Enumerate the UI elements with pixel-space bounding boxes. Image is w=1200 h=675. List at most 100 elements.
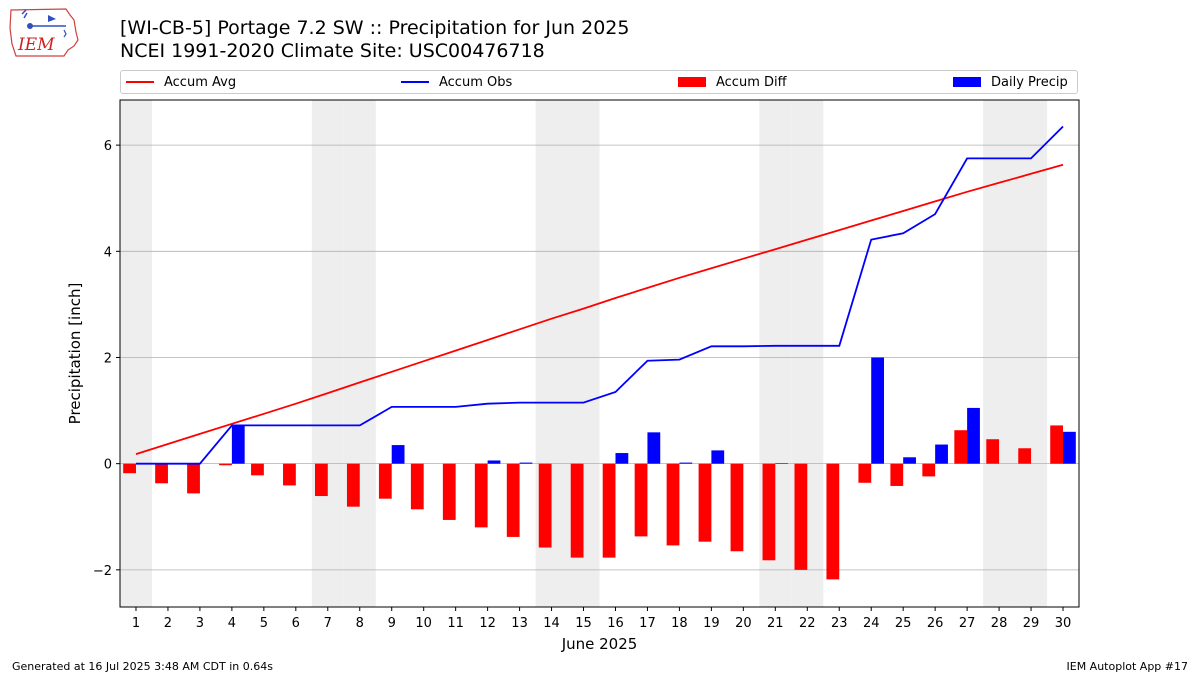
x-tick-label: 4 (228, 616, 236, 631)
bar-daily-precip (519, 462, 533, 464)
legend-item-daily-precip: Daily Precip (953, 71, 1068, 93)
x-tick-label: 7 (324, 616, 332, 631)
legend-item-accum-obs: Accum Obs (401, 71, 512, 93)
bar-daily-precip (615, 453, 629, 464)
y-tick-label: 6 (104, 139, 112, 154)
line-accum-avg (135, 163, 1064, 455)
y-axis-label: Precipitation [inch] (66, 283, 84, 425)
x-tick-label: 24 (863, 616, 880, 631)
y-tick-label: 2 (104, 351, 112, 366)
bar-accum-diff (634, 463, 648, 537)
logo-text: IEM (17, 35, 55, 55)
x-tick-label: 17 (639, 616, 656, 631)
bar-accum-diff (155, 463, 168, 484)
bar-daily-precip (231, 425, 245, 464)
bar-accum-diff (474, 463, 488, 528)
bar-accum-diff (506, 463, 520, 537)
x-tick-label: 10 (415, 616, 432, 631)
legend-item-accum-avg: Accum Avg (126, 71, 236, 93)
bar-daily-precip (391, 445, 405, 464)
bar-accum-diff (890, 463, 904, 486)
x-tick-label: 19 (703, 616, 720, 631)
line-accum-obs (136, 125, 1064, 465)
bar-accum-diff (698, 463, 712, 542)
x-tick-label: 16 (607, 616, 624, 631)
x-tick-label: 5 (260, 616, 268, 631)
x-tick-label: 11 (447, 616, 464, 631)
x-tick-label: 14 (543, 616, 560, 631)
bar-accum-diff (123, 463, 136, 474)
x-tick-label: 2 (164, 616, 172, 631)
x-tick-label: 15 (575, 616, 592, 631)
weekend-band (311, 100, 344, 607)
weekend-band (120, 100, 152, 607)
bar-accum-diff (666, 463, 680, 546)
generated-timestamp: Generated at 16 Jul 2025 3:48 AM CDT in … (12, 660, 273, 673)
bar-accum-diff (314, 463, 328, 497)
bar-accum-diff (346, 463, 360, 507)
x-tick-label: 25 (895, 616, 912, 631)
chart-title: [WI-CB-5] Portage 7.2 SW :: Precipitatio… (120, 17, 630, 39)
plot-frame (119, 99, 1080, 608)
x-tick-label: 28 (991, 616, 1008, 631)
x-tick-label: 26 (927, 616, 944, 631)
y-tick-label: −2 (93, 564, 112, 579)
x-tick-label: 6 (292, 616, 300, 631)
bar-daily-precip (967, 407, 980, 464)
y-tick-label: 0 (104, 458, 112, 473)
x-tick-label: 29 (1023, 616, 1040, 631)
legend-swatch-accum-diff (678, 77, 706, 87)
bar-daily-precip (711, 450, 725, 464)
bar-accum-diff (410, 463, 424, 510)
bar-accum-diff (826, 463, 840, 580)
x-tick-label: 9 (388, 616, 396, 631)
bar-accum-diff (954, 430, 968, 464)
bar-accum-diff (442, 463, 456, 520)
bar-daily-precip (679, 462, 693, 464)
app-id: IEM Autoplot App #17 (1066, 660, 1189, 673)
weekend-band (343, 100, 376, 607)
bar-daily-precip (935, 444, 948, 464)
bar-accum-diff (858, 463, 872, 483)
weekend-band (1015, 100, 1048, 607)
bar-accum-diff (570, 463, 584, 558)
x-tick-label: 8 (356, 616, 364, 631)
bar-accum-diff (1018, 448, 1032, 464)
x-tick-label: 3 (196, 616, 204, 631)
bar-accum-diff (283, 463, 296, 486)
legend-label-accum-diff: Accum Diff (716, 74, 787, 90)
x-tick-label: 22 (799, 616, 816, 631)
x-tick-label: 20 (735, 616, 752, 631)
x-tick-label: 27 (959, 616, 976, 631)
legend-label-accum-obs: Accum Obs (439, 74, 513, 90)
x-tick-label: 30 (1055, 616, 1072, 631)
bar-daily-precip (775, 463, 789, 464)
bar-accum-diff (538, 463, 552, 548)
legend-swatch-accum-obs (401, 81, 429, 83)
bar-accum-diff (762, 463, 776, 561)
legend: Accum Avg Accum Obs Accum Diff Daily Pre… (120, 70, 1078, 94)
bar-accum-diff (602, 463, 616, 558)
bar-accum-diff (378, 463, 392, 499)
bar-accum-diff (730, 463, 744, 552)
bar-accum-diff (1050, 425, 1064, 464)
bar-accum-diff (986, 439, 1000, 464)
bar-daily-precip (487, 460, 501, 464)
x-tick-label: 18 (671, 616, 688, 631)
x-axis-label: June 2025 (561, 635, 638, 653)
x-tick-label: 21 (767, 616, 784, 631)
bar-daily-precip (903, 457, 916, 464)
iem-logo: IEM (8, 6, 80, 62)
bar-daily-precip (1063, 431, 1076, 464)
x-tick-label: 12 (479, 616, 496, 631)
legend-item-accum-diff: Accum Diff (678, 71, 787, 93)
x-tick-label: 13 (511, 616, 528, 631)
bar-accum-diff (251, 463, 264, 476)
y-tick-label: 4 (104, 245, 112, 260)
x-tick-label: 1 (132, 616, 140, 631)
bar-daily-precip (871, 357, 885, 464)
bar-accum-diff (794, 463, 808, 570)
bar-daily-precip (647, 432, 661, 464)
legend-label-accum-avg: Accum Avg (164, 74, 237, 90)
